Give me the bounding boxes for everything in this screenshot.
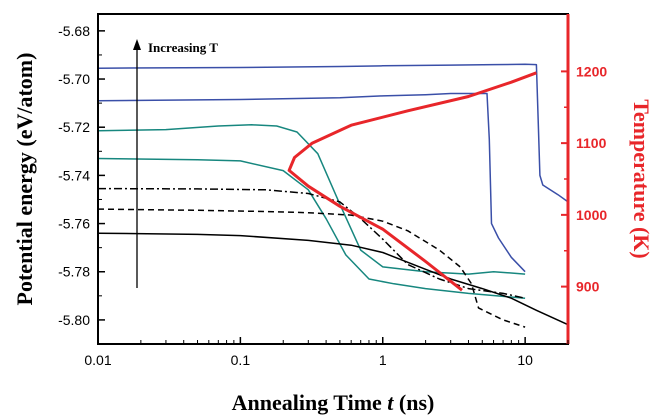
- x-axis-title: Annealing Time t (ns): [232, 390, 435, 415]
- y2-tick-label: 1200: [576, 63, 607, 79]
- y2-tick-label: 1100: [576, 135, 607, 151]
- series-line-4: [97, 157, 526, 299]
- y-tick-label: -5.68: [58, 23, 90, 39]
- x-tick-label: 0.1: [231, 352, 251, 368]
- x-tick-label: 0.01: [84, 352, 111, 368]
- increasing-t-label: Increasing T: [148, 40, 218, 55]
- y-tick-label: -5.76: [58, 216, 90, 232]
- y2-tick-label: 1000: [576, 207, 607, 223]
- series-layer: [97, 63, 569, 328]
- ticks-layer: 0.01 0.1 1 10 -5.68 -5.70 -5.72 -5.74 -5.76 -5.78…: [58, 23, 607, 368]
- plot-frame: [97, 13, 569, 345]
- series-line-2: [97, 92, 526, 273]
- y-tick-label: -5.70: [58, 71, 90, 87]
- x-tick-label: 1: [379, 352, 387, 368]
- x-axis-title-prefix: Annealing Time: [232, 390, 388, 415]
- y2-tick-label: 900: [576, 279, 600, 295]
- y-tick-label: -5.80: [58, 312, 90, 328]
- series-line-6: [97, 208, 526, 328]
- series-line-3: [97, 124, 526, 275]
- arrow-head: [133, 39, 141, 50]
- series-line-5: [97, 187, 526, 299]
- series-line-1: [97, 63, 569, 203]
- y2-axis-title: Temperature (K): [629, 99, 653, 258]
- x-axis-title-var: t: [387, 390, 394, 415]
- y-axis-title: Potential energy (eV/atom): [12, 53, 37, 306]
- x-axis-title-suffix: (ns): [393, 390, 434, 415]
- series-line-8: [287, 71, 537, 292]
- y-tick-label: -5.74: [58, 167, 90, 183]
- y-tick-label: -5.72: [58, 119, 90, 135]
- x-tick-label: 10: [517, 352, 533, 368]
- series-line-7: [97, 232, 569, 326]
- y-tick-label: -5.78: [58, 264, 90, 280]
